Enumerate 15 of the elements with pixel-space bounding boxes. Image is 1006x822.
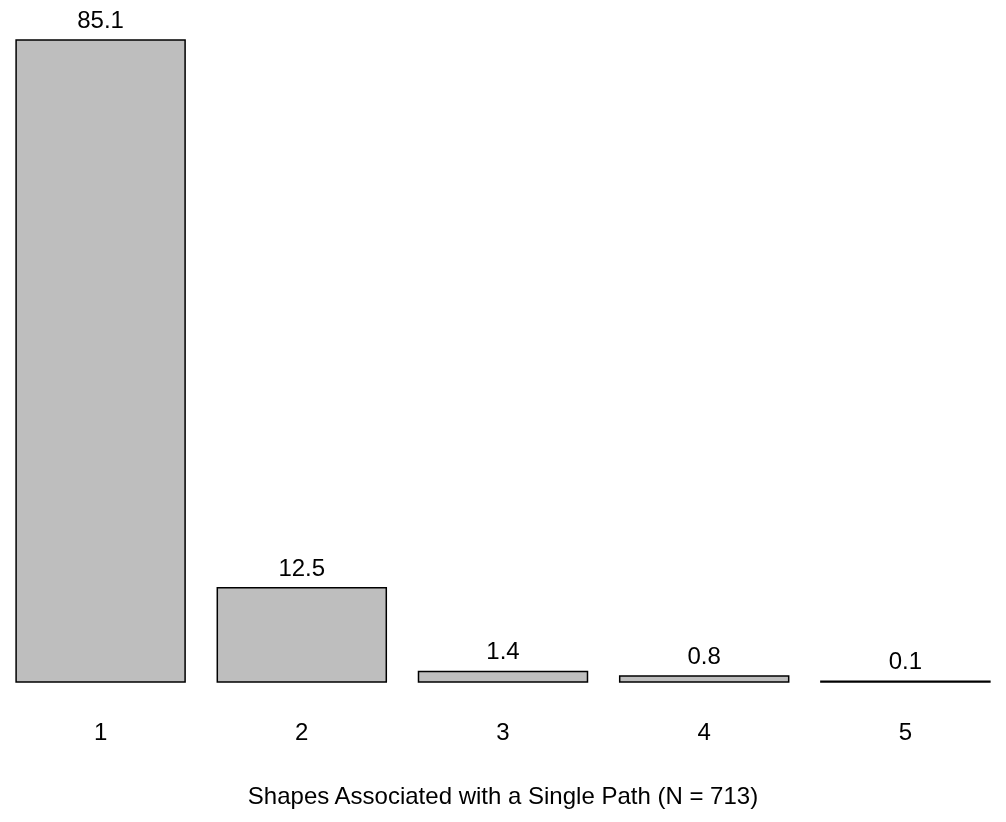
data-label: 85.1 <box>77 6 124 33</box>
bar <box>417 670 589 683</box>
x-tick-label: 5 <box>898 718 913 746</box>
x-axis-title: Shapes Associated with a Single Path (N = 713) <box>247 782 759 809</box>
x-tick-label: 1 <box>93 718 108 746</box>
x-tick-label: 3 <box>496 718 510 746</box>
x-tick-label: 4 <box>697 718 711 746</box>
bar <box>618 675 790 683</box>
data-label: 0.8 <box>687 641 721 669</box>
data-label: 1.4 <box>486 637 520 665</box>
bar <box>216 586 388 683</box>
bar <box>15 39 186 683</box>
data-label: 0.1 <box>888 647 923 675</box>
x-tick-label: 2 <box>295 718 309 746</box>
data-label: 12.5 <box>278 553 326 581</box>
